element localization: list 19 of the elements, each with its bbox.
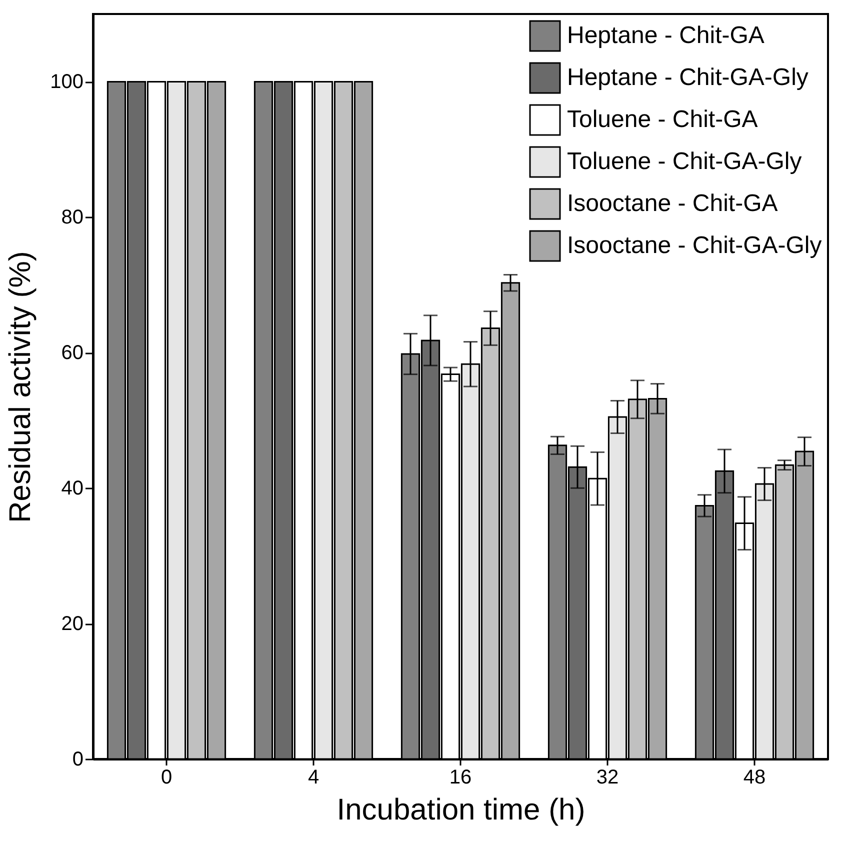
y-tick-label: 0 (72, 748, 84, 770)
y-axis-title: Residual activity (%) (4, 251, 38, 523)
x-tick-label: 16 (449, 766, 472, 788)
legend-label: Heptane - Chit-GA (567, 22, 764, 49)
x-axis-title: Incubation time (h) (336, 794, 586, 826)
x-tick-label: 48 (743, 766, 766, 788)
y-tick-label: 20 (61, 613, 84, 636)
legend-label: Toluene - Chit-GA-Gly (567, 148, 802, 175)
x-tick-label: 0 (160, 766, 172, 788)
legend-label: Isooctane - Chit-GA-Gly (567, 232, 822, 259)
y-tick-label: 100 (50, 71, 84, 94)
x-tick-label: 4 (308, 766, 320, 788)
legend-label: Isooctane - Chit-GA (567, 190, 778, 217)
y-tick-label: 40 (61, 478, 84, 500)
x-tick-label: 32 (596, 766, 619, 788)
legend-label: Heptane - Chit-GA-Gly (567, 64, 808, 91)
y-tick-label: 60 (61, 342, 84, 364)
legend-label: Toluene - Chit-GA (567, 106, 758, 133)
y-tick-label: 80 (61, 206, 84, 229)
